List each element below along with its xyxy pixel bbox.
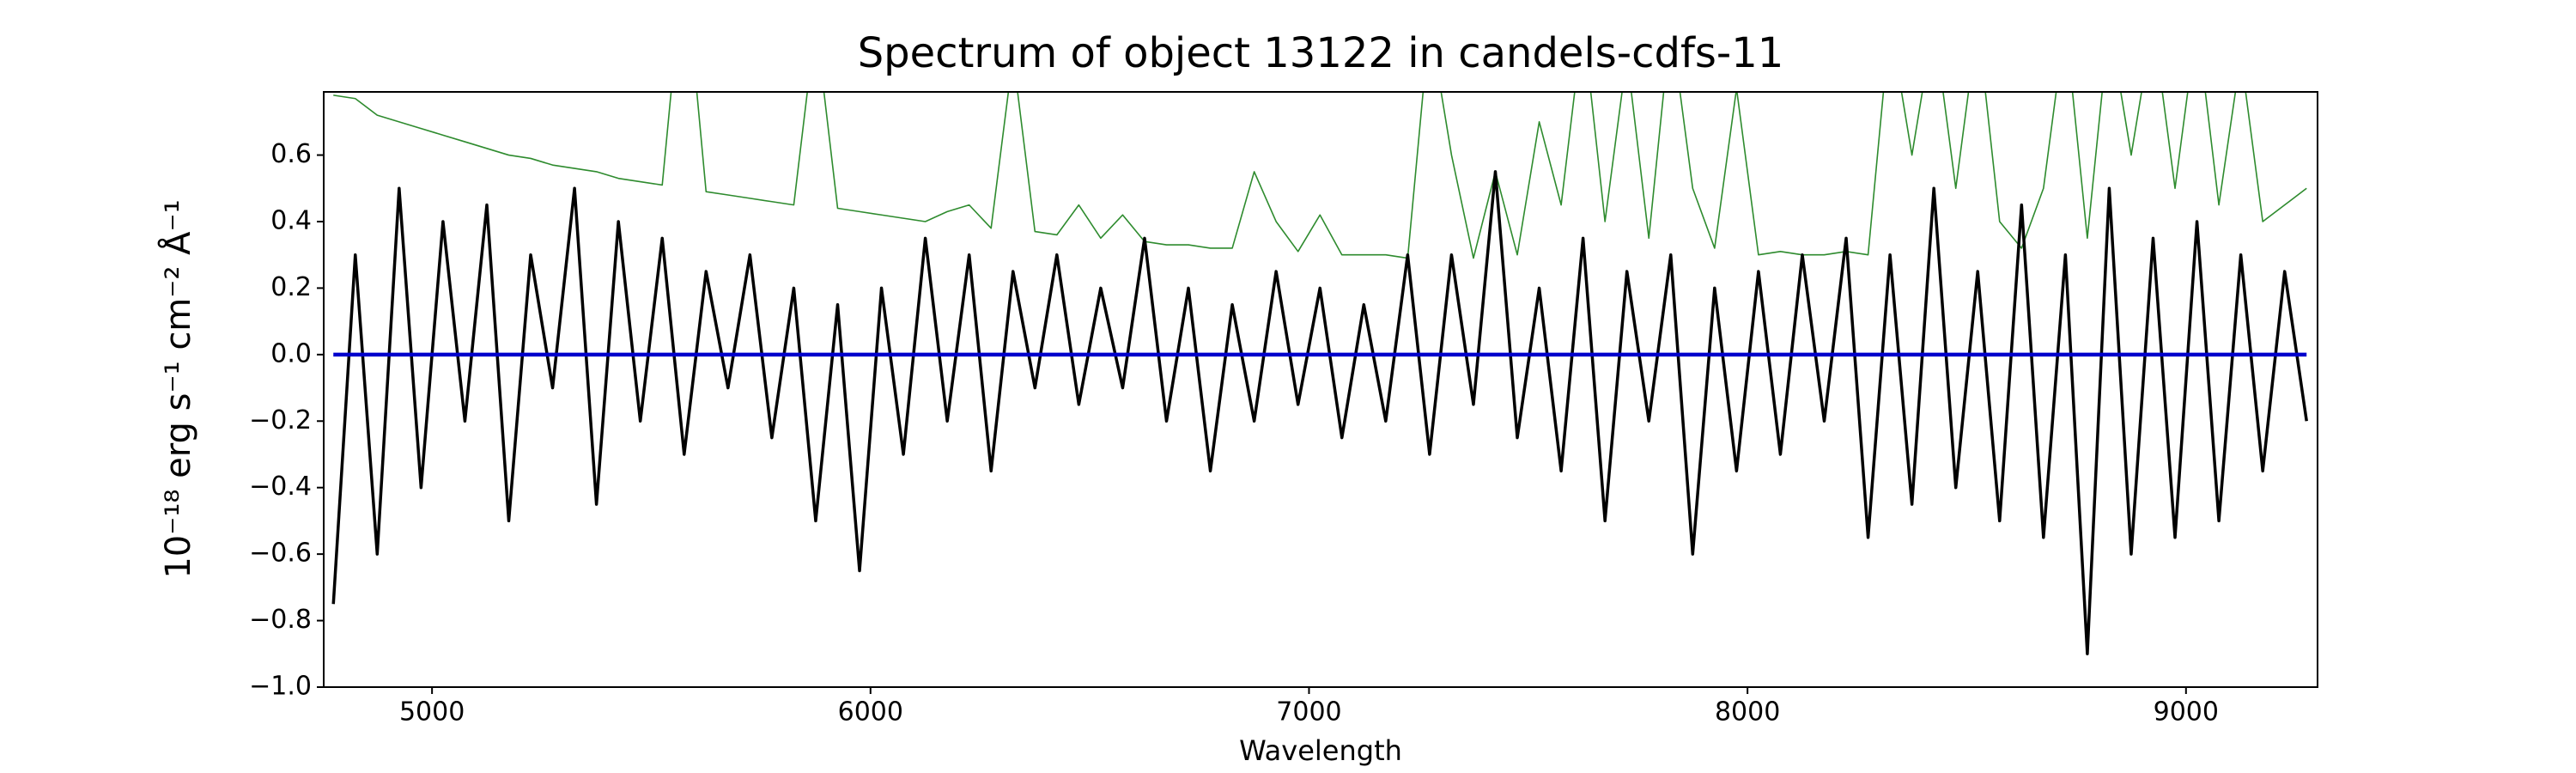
x-tick-label: 9000	[2154, 697, 2219, 727]
x-axis-label: Wavelength	[1239, 734, 1402, 767]
y-tick-label: −1.0	[249, 672, 312, 702]
y-tick-label: −0.6	[249, 539, 312, 569]
y-tick-label: 0.0	[270, 338, 312, 368]
y-tick-label: 0.2	[270, 272, 312, 302]
y-tick-label: −0.8	[249, 605, 312, 635]
x-tick-label: 6000	[838, 697, 903, 727]
chart-title: Spectrum of object 13122 in candels-cdfs…	[858, 29, 1784, 77]
x-tick-label: 8000	[1715, 697, 1780, 727]
x-tick-label: 7000	[1276, 697, 1341, 727]
spectrum-line	[331, 170, 2308, 656]
axes-frame	[323, 91, 2318, 688]
plot-area	[331, 92, 2308, 656]
y-tick-label: −0.4	[249, 472, 312, 502]
spectrum-line	[333, 92, 2307, 259]
x-tick-label: 5000	[399, 697, 465, 727]
y-axis-label: 10⁻¹⁸ erg s⁻¹ cm⁻² Å⁻¹	[157, 199, 198, 578]
y-tick-label: 0.4	[270, 205, 312, 235]
y-tick-label: 0.6	[270, 139, 312, 169]
y-tick-label: −0.2	[249, 405, 312, 435]
